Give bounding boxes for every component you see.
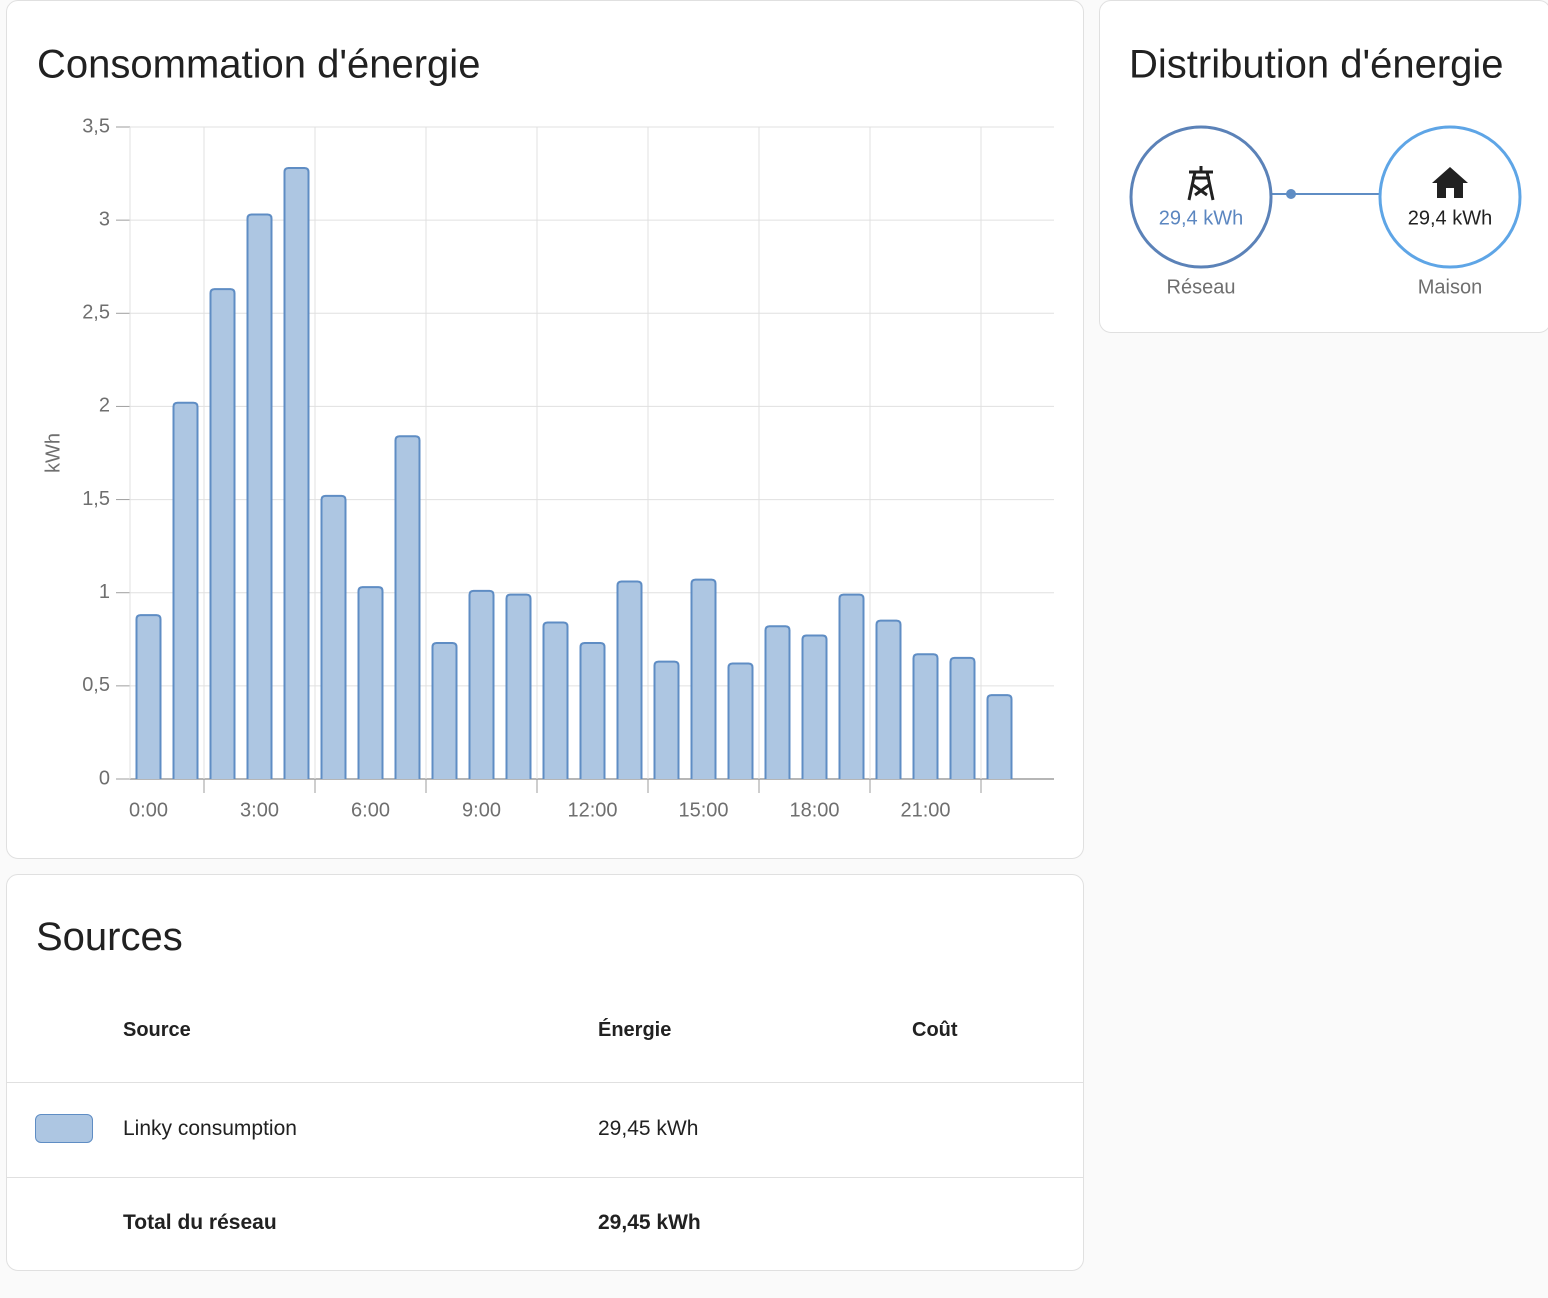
y-tick-label: 1,5: [82, 488, 110, 510]
home-value: 29,4 kWh: [1408, 207, 1492, 229]
distribution-diagram: Distribution d'énergie 29,4 kWh 29,4 kWh…: [1129, 43, 1522, 298]
chart: Consommation d'énergie kWh 0 0,5 1 1,5 2 2,5 3…: [37, 43, 1054, 821]
bar: [320, 494, 347, 779]
bar: [912, 653, 939, 779]
bar: [394, 435, 421, 779]
flow-dot: [1286, 189, 1296, 199]
y-tick-label: 2: [99, 395, 110, 417]
x-tick-label: 15:00: [678, 799, 728, 821]
bar: [727, 662, 754, 779]
bar: [283, 166, 310, 779]
row-divider: [7, 1177, 1083, 1178]
bar: [135, 614, 162, 779]
bar: [505, 593, 532, 779]
x-tick-label: 9:00: [462, 799, 501, 821]
bar: [949, 656, 976, 779]
bar: [209, 288, 236, 779]
bar: [542, 621, 569, 779]
source-swatch: [35, 1114, 93, 1143]
y-tick-label: 1: [99, 581, 110, 603]
source-name: Linky consumption: [123, 1117, 297, 1140]
column-header: Source: [123, 1019, 191, 1041]
bar: [172, 401, 199, 779]
bar: [690, 578, 717, 779]
home-label: Maison: [1418, 276, 1482, 298]
bar: [468, 589, 495, 779]
y-tick-label: 0: [99, 767, 110, 789]
y-axis-label: kWh: [42, 433, 64, 473]
sources-card: Sources: [6, 874, 1084, 1271]
y-tick-label: 3,5: [82, 115, 110, 137]
grid-node[interactable]: [1129, 125, 1273, 269]
x-tick-label: 3:00: [240, 799, 279, 821]
bar: [357, 586, 384, 779]
x-tick-label: 12:00: [567, 799, 617, 821]
consumption-card: Consommation d'énergie kWh 0 0,5 1 1,5 2 2,5 3…: [6, 0, 1084, 859]
y-tick-label: 2,5: [82, 302, 110, 324]
pylon-icon: [1187, 166, 1215, 201]
distribution-card: Distribution d'énergie 29,4 kWh 29,4 kWh…: [1099, 0, 1548, 333]
y-tick-label: 0,5: [82, 674, 110, 696]
total-label: Total du réseau: [123, 1211, 277, 1234]
bar: [801, 634, 828, 779]
home-node[interactable]: [1378, 125, 1522, 269]
x-tick-label: 0:00: [129, 799, 168, 821]
distribution-title: Distribution d'énergie: [1129, 43, 1504, 87]
x-tick-label: 18:00: [789, 799, 839, 821]
y-tick-label: 3: [99, 208, 110, 230]
bar: [653, 660, 680, 779]
bar: [431, 642, 458, 779]
grid-label: Réseau: [1167, 276, 1236, 298]
column-header: Énergie: [598, 1019, 672, 1041]
bar: [246, 213, 273, 779]
grid-value: 29,4 kWh: [1159, 207, 1243, 229]
total-energy: 29,45 kWh: [598, 1211, 701, 1234]
bar: [579, 642, 606, 779]
bar: [764, 625, 791, 779]
bar: [616, 580, 643, 779]
row-divider: [7, 1082, 1083, 1083]
bar: [986, 694, 1013, 779]
chart-title: Consommation d'énergie: [37, 43, 480, 87]
source-energy: 29,45 kWh: [598, 1117, 699, 1140]
bar: [838, 593, 865, 779]
column-header: Coût: [912, 1019, 958, 1041]
x-tick-label: 6:00: [351, 799, 390, 821]
x-tick-label: 21:00: [900, 799, 950, 821]
sources-title: Sources: [36, 915, 183, 959]
bar: [875, 619, 902, 779]
house-icon: [1432, 167, 1468, 198]
